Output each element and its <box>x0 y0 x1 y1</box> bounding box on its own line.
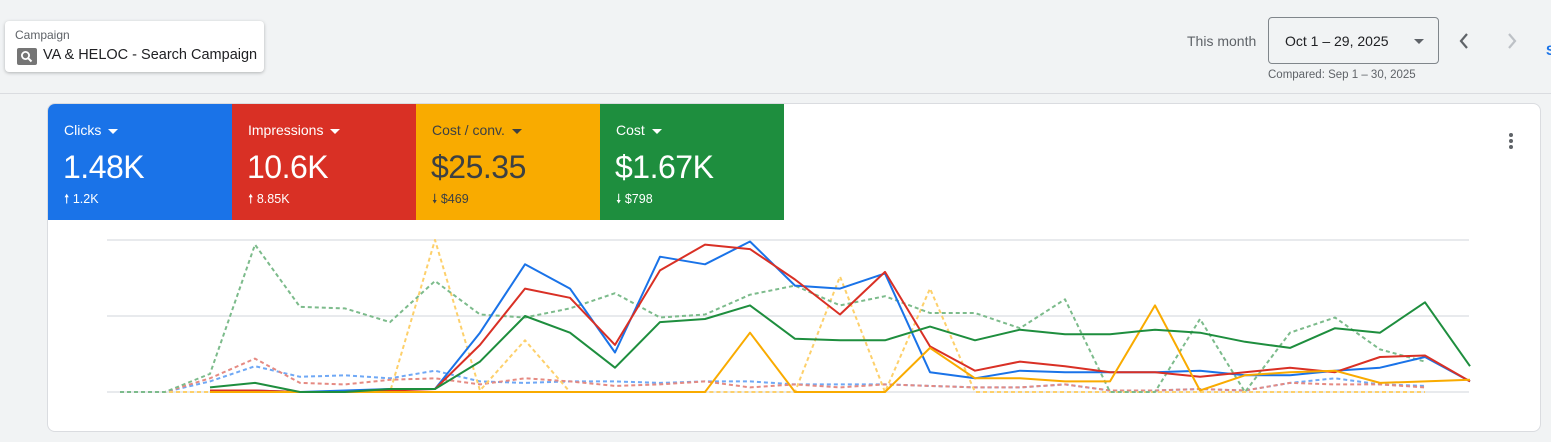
metric-delta-value: $798 <box>624 192 653 206</box>
campaign-name: VA & HELOC - Search Campaign <box>43 47 258 63</box>
metric-delta-value: $469 <box>440 192 469 206</box>
series-line-impressions-compared <box>120 357 1426 393</box>
metric-tile-cost[interactable]: Cost $1.67K 🠗 $798 <box>600 104 784 220</box>
chevron-right-icon <box>1508 33 1517 49</box>
arrow-up-icon: 🠕 <box>248 192 254 206</box>
metric-label: Clicks <box>64 122 119 138</box>
metric-label: Cost / conv. <box>432 122 522 138</box>
campaign-selector[interactable]: Campaign VA & HELOC - Search Campaign <box>5 21 264 72</box>
metric-value: $25.35 <box>431 149 526 185</box>
chevron-left-icon <box>1459 33 1468 49</box>
series-line-cost-conv--current <box>210 304 1471 393</box>
compared-range: Compared: Sep 1 – 30, 2025 <box>1268 69 1416 81</box>
more-options-icon[interactable] <box>1503 131 1519 153</box>
header-divider <box>0 93 1551 94</box>
metric-label-text: Cost <box>616 122 645 138</box>
metric-delta: 🠕 8.85K <box>248 190 290 211</box>
date-range-value: Oct 1 – 29, 2025 <box>1285 33 1389 49</box>
metric-label: Cost <box>616 122 662 138</box>
metric-tile-clicks[interactable]: Clicks 1.48K 🠕 1.2K <box>48 104 232 220</box>
series-line-clicks-compared <box>120 365 1426 393</box>
metric-label-text: Impressions <box>248 122 324 138</box>
metric-label-text: Cost / conv. <box>432 122 505 138</box>
metric-label: Impressions <box>248 122 341 138</box>
caret-down-icon <box>511 128 522 134</box>
metric-delta: 🠗 $469 <box>432 190 469 211</box>
metric-delta: 🠕 1.2K <box>64 190 99 211</box>
period-label: This month <box>1187 33 1257 49</box>
metric-tile-impressions[interactable]: Impressions 10.6K 🠕 8.85K <box>232 104 416 220</box>
series-line-cost-compared <box>120 243 1426 393</box>
arrow-down-icon: 🠗 <box>616 192 622 206</box>
metric-value: 1.48K <box>63 149 145 185</box>
previous-period-button[interactable] <box>1454 29 1474 53</box>
caret-down-icon <box>1414 39 1424 44</box>
arrow-down-icon: 🠗 <box>432 192 438 206</box>
metric-delta: 🠗 $798 <box>616 190 653 211</box>
metric-tile-cost-per-conv[interactable]: Cost / conv. $25.35 🠗 $469 <box>416 104 600 220</box>
metric-delta-value: 1.2K <box>72 192 99 206</box>
caret-down-icon <box>108 128 119 134</box>
next-period-button[interactable] <box>1502 29 1522 53</box>
metric-label-text: Clicks <box>64 122 102 138</box>
caret-down-icon <box>651 128 662 134</box>
metric-value: $1.67K <box>615 149 714 185</box>
series-line-impressions-current <box>210 243 1471 393</box>
arrow-up-icon: 🠕 <box>64 192 70 206</box>
performance-card: Clicks 1.48K 🠕 1.2K Impressions 10.6K 🠕 … <box>47 103 1541 432</box>
campaign-label: Campaign <box>15 28 70 42</box>
date-range-select[interactable]: Oct 1 – 29, 2025 <box>1268 17 1439 64</box>
caret-down-icon <box>330 128 341 134</box>
metric-value: 10.6K <box>247 149 329 185</box>
metric-delta-value: 8.85K <box>256 192 290 206</box>
series-line-cost-current <box>209 301 1471 393</box>
search-icon <box>17 48 37 65</box>
truncated-link[interactable]: S <box>1546 42 1551 58</box>
